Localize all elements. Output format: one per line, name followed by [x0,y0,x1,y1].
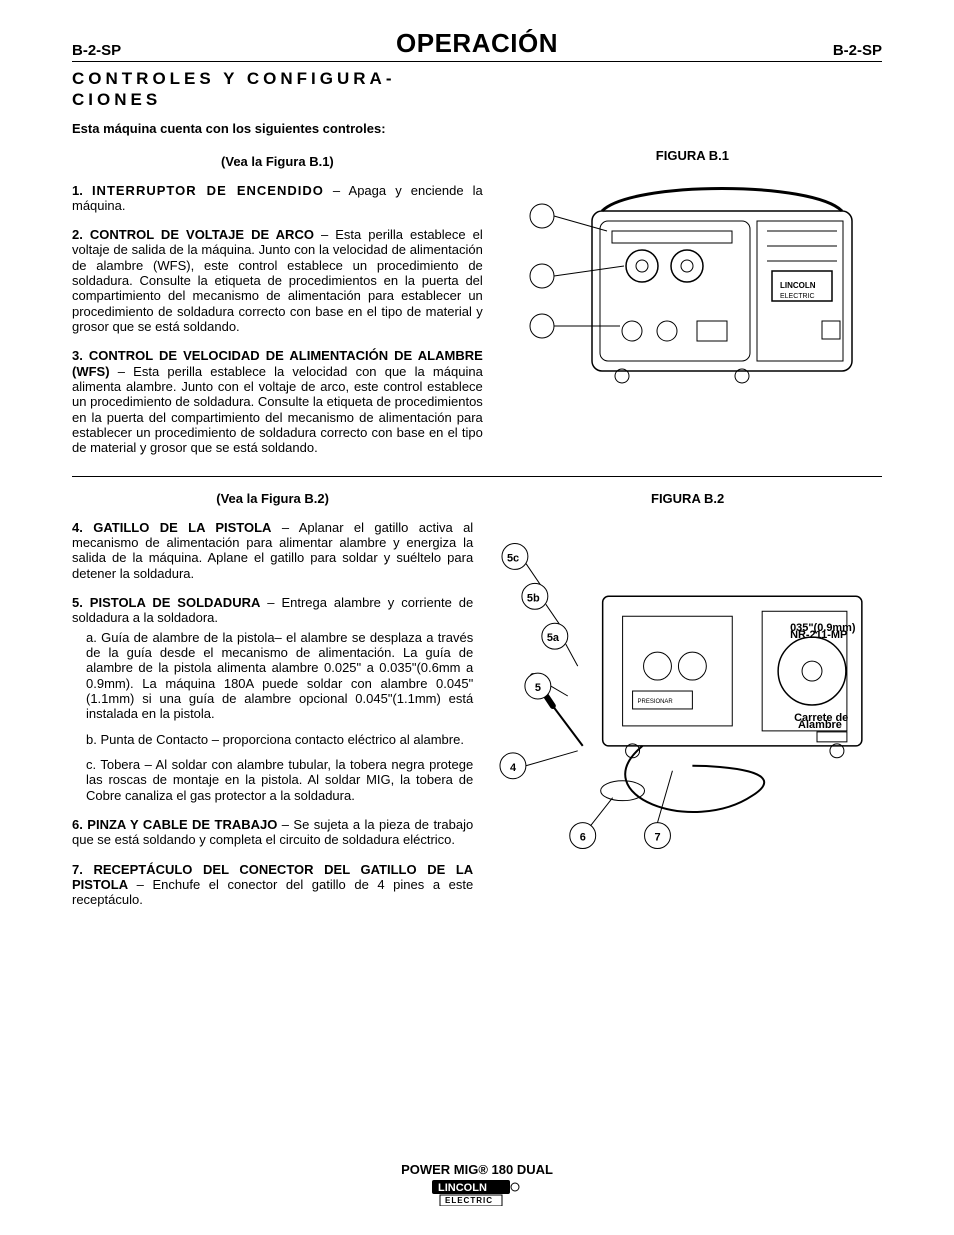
svg-text:5c: 5c [507,552,519,564]
item-2-body: – Esta perilla establece el voltaje de s… [72,227,483,334]
figure-b1: LINCOLN ELECTRIC [503,171,882,401]
fig2-presionar: PRESIONAR [638,699,674,705]
item-2: 2. CONTROL DE VOLTAJE DE ARCO – Esta per… [72,227,483,334]
upper-right-col: FIGURA B.1 [503,148,882,401]
item-7-body: – Enchufe el conector del gatillo de 4 p… [72,877,473,907]
svg-text:LINCOLN: LINCOLN [780,281,816,290]
item-1-num: 1. [72,183,83,198]
upper-block: (Vea la Figura B.1) 1. INTERRUPTOR DE EN… [72,148,882,470]
see-figure-b1: (Vea la Figura B.1) [72,154,483,169]
header-left: B-2-SP [72,42,121,59]
header-right: B-2-SP [833,42,882,59]
item-6-lead: PINZA Y CABLE DE TRABAJO [87,817,277,832]
lower-left-col: (Vea la Figura B.2) 4. GATILLO DE LA PIS… [72,485,473,922]
lincoln-logo: LINCOLN ELECTRIC [432,1180,522,1209]
section-title-l1: CONTROLES Y CONFIGURA- [72,69,396,88]
svg-text:ELECTRIC: ELECTRIC [445,1196,493,1205]
header-center: OPERACIÓN [396,28,558,59]
figure-b2: 035"(0.9mm) NR-211-MP Carrete de Alambre… [493,536,882,856]
figure-b1-title: FIGURA B.1 [503,148,882,163]
figure-b1-svg: LINCOLN ELECTRIC [512,171,872,401]
item-3: 3. CONTROL DE VELOCIDAD DE ALIMENTACIÓN … [72,348,483,455]
svg-text:5a: 5a [547,632,560,644]
item-2-num: 2. [72,227,83,242]
item-5-num: 5. [72,595,83,610]
svg-text:7: 7 [655,831,661,843]
item-5b: b. Punta de Contacto – proporciona conta… [86,732,473,747]
svg-text:5b: 5b [527,592,540,604]
item-5a: a. Guía de alambre de la pistola– el ala… [86,630,473,722]
item-5c: c. Tobera – Al soldar con alambre tubula… [86,757,473,803]
item-4: 4. GATILLO DE LA PISTOLA – Aplanar el ga… [72,520,473,581]
page-footer: POWER MIG® 180 DUAL LINCOLN ELECTRIC [0,1162,954,1209]
svg-text:5: 5 [535,682,541,694]
intro-text: Esta máquina cuenta con los siguientes c… [72,121,882,136]
section-title: CONTROLES Y CONFIGURA- CIONES [72,68,882,111]
figure-b2-title: FIGURA B.2 [493,491,882,506]
svg-text:Alambre: Alambre [798,719,842,731]
lower-block: (Vea la Figura B.2) 4. GATILLO DE LA PIS… [72,485,882,922]
svg-text:4: 4 [510,762,517,774]
section-title-l2: CIONES [72,90,161,109]
list-4-7: 4. GATILLO DE LA PISTOLA – Aplanar el ga… [72,520,473,908]
footer-product: POWER MIG® 180 DUAL [0,1162,954,1177]
svg-text:6: 6 [580,831,586,843]
item-7-num: 7. [72,862,83,877]
see-figure-b2: (Vea la Figura B.2) [72,491,473,506]
fig2-wire2: NR-211-MP [790,629,847,641]
figure-b2-svg: 035"(0.9mm) NR-211-MP Carrete de Alambre… [493,536,882,856]
item-1: 1. INTERRUPTOR DE ENCENDIDO – Apaga y en… [72,183,483,214]
item-3-body: – Esta perilla establece la velocidad co… [72,364,483,456]
item-1-lead: INTERRUPTOR DE ENCENDIDO [92,183,324,198]
lower-right-col: FIGURA B.2 035"(0.9mm) NR-211-MP Carrete… [493,485,882,856]
svg-text:ELECTRIC: ELECTRIC [780,293,815,300]
item-4-num: 4. [72,520,83,535]
item-6: 6. PINZA Y CABLE DE TRABAJO – Se sujeta … [72,817,473,848]
svg-text:LINCOLN: LINCOLN [438,1182,487,1194]
list-1-3: 1. INTERRUPTOR DE ENCENDIDO – Apaga y en… [72,183,483,456]
item-6-num: 6. [72,817,83,832]
item-5: 5. PISTOLA DE SOLDADURA – Entrega alambr… [72,595,473,803]
item-2-lead: CONTROL DE VOLTAJE DE ARCO [90,227,314,242]
item-4-lead: GATILLO DE LA PISTOLA [93,520,271,535]
item-5-lead: PISTOLA DE SOLDADURA [90,595,261,610]
upper-left-col: (Vea la Figura B.1) 1. INTERRUPTOR DE EN… [72,148,483,470]
page-header: B-2-SP OPERACIÓN B-2-SP [72,28,882,62]
item-7: 7. RECEPTÁCULO DEL CONECTOR DEL GATILLO … [72,862,473,908]
item-5-sublist: a. Guía de alambre de la pistola– el ala… [72,630,473,803]
separator-rule [72,476,882,477]
item-3-num: 3. [72,348,83,363]
